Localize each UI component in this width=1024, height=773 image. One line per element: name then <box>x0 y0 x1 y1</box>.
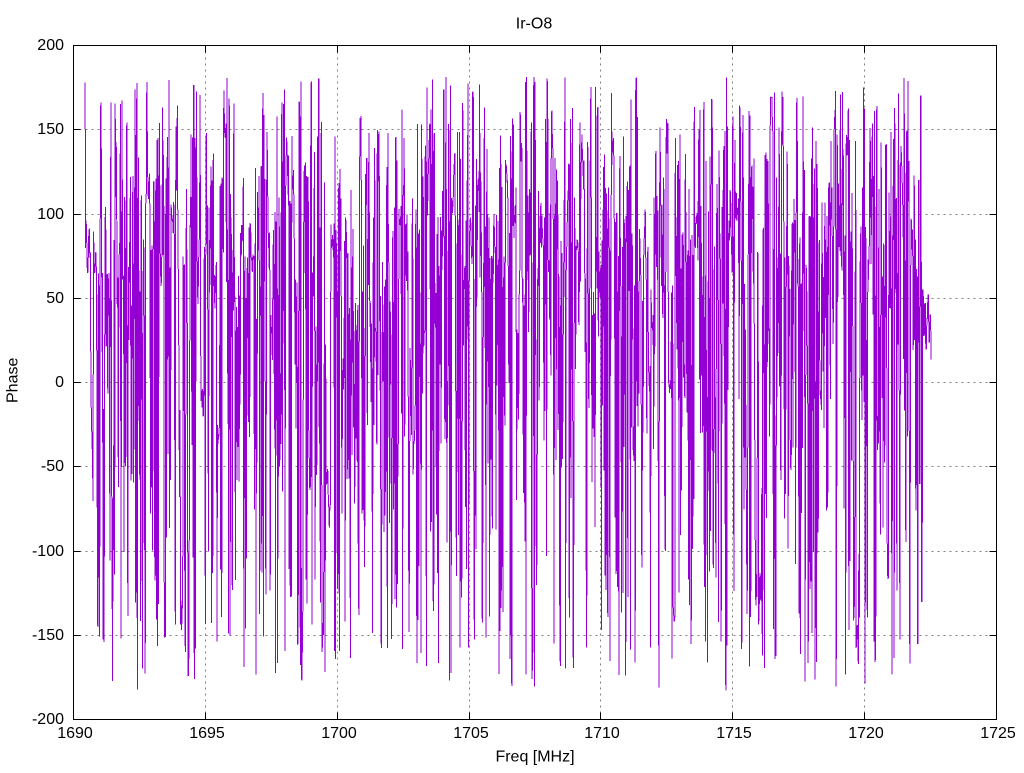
svg-text:-100: -100 <box>32 543 64 560</box>
svg-text:1690: 1690 <box>57 725 93 742</box>
svg-text:1700: 1700 <box>321 725 357 742</box>
svg-text:Ir-O8: Ir-O8 <box>516 15 553 32</box>
svg-text:50: 50 <box>46 290 64 307</box>
svg-text:-200: -200 <box>32 711 64 728</box>
svg-text:1715: 1715 <box>716 725 752 742</box>
svg-text:1695: 1695 <box>189 725 225 742</box>
svg-text:100: 100 <box>37 206 64 223</box>
svg-text:150: 150 <box>37 121 64 138</box>
svg-text:200: 200 <box>37 37 64 54</box>
svg-text:1720: 1720 <box>848 725 884 742</box>
svg-text:Freq [MHz]: Freq [MHz] <box>495 749 574 766</box>
svg-text:0: 0 <box>55 374 64 391</box>
svg-text:1710: 1710 <box>584 725 620 742</box>
svg-text:1725: 1725 <box>980 725 1016 742</box>
svg-text:1705: 1705 <box>453 725 489 742</box>
svg-text:Phase: Phase <box>4 358 21 403</box>
svg-text:-50: -50 <box>41 458 64 475</box>
svg-text:-150: -150 <box>32 627 64 644</box>
